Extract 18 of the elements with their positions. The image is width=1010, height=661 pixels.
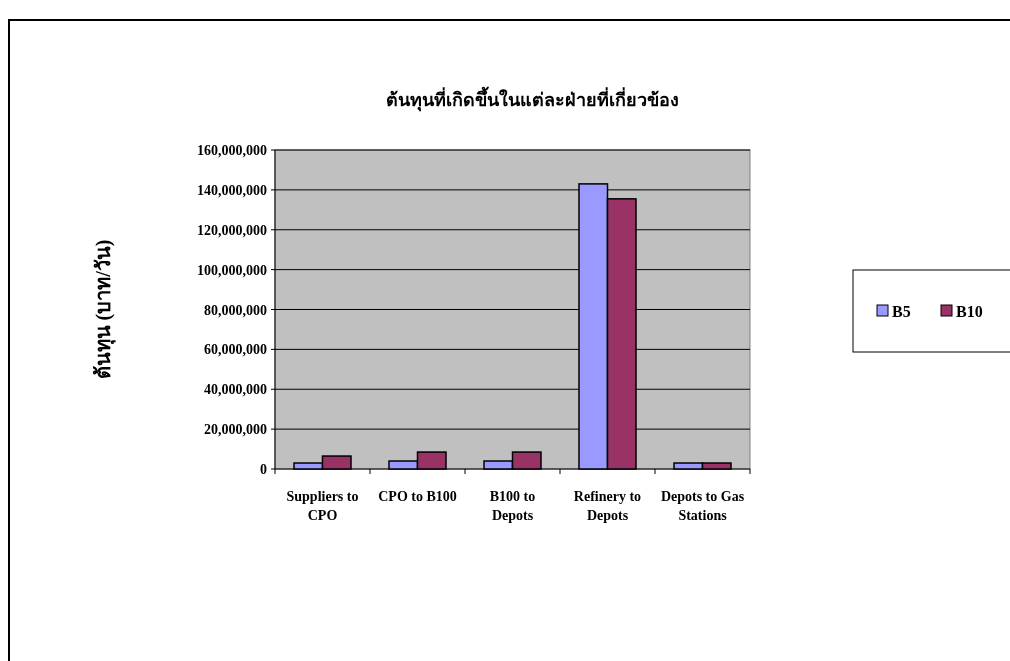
x-tick-label: CPO to B100 bbox=[378, 489, 457, 504]
x-tick-label: B100 to Depots bbox=[489, 489, 536, 523]
legend-label: B10 bbox=[956, 303, 983, 320]
y-axis-title: ต้นทุน (บาท/วัน) bbox=[92, 239, 116, 380]
y-tick-label: 120,000,000 bbox=[197, 222, 267, 238]
x-tick-label: Refinery to Depots bbox=[573, 489, 642, 523]
chart-title: ต้นทุนที่เกิดขึ้นในแต่ละฝ่ายที่เกี่ยวข้อง bbox=[386, 86, 679, 112]
y-tick-label: 140,000,000 bbox=[197, 182, 267, 198]
legend-label: B5 bbox=[892, 303, 911, 320]
y-tick-label: 60,000,000 bbox=[204, 342, 267, 358]
y-tick-label: 40,000,000 bbox=[204, 382, 267, 398]
y-tick-label: 160,000,000 bbox=[197, 143, 267, 158]
y-tick-label: 20,000,000 bbox=[204, 422, 267, 438]
y-tick-label: 0 bbox=[260, 462, 267, 477]
y-tick-label: 100,000,000 bbox=[197, 262, 267, 278]
x-tick-label: Suppliers to CPO bbox=[286, 489, 359, 523]
y-tick-label: 80,000,000 bbox=[204, 302, 267, 318]
x-tick-label: Depots to Gas Stations bbox=[660, 489, 745, 523]
